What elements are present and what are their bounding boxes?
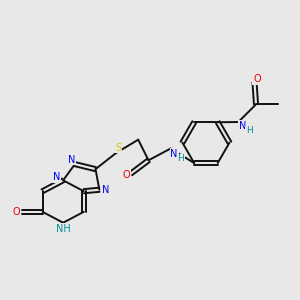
Text: N: N	[68, 155, 76, 165]
Text: O: O	[253, 74, 261, 84]
Text: N: N	[102, 185, 110, 195]
Text: O: O	[13, 207, 20, 217]
Text: N: N	[170, 149, 178, 159]
Text: O: O	[123, 170, 130, 180]
Text: H: H	[246, 126, 253, 135]
Text: H: H	[177, 154, 184, 163]
Text: S: S	[116, 142, 122, 153]
Text: N: N	[239, 121, 246, 130]
Text: N: N	[53, 172, 60, 182]
Text: NH: NH	[56, 224, 70, 234]
